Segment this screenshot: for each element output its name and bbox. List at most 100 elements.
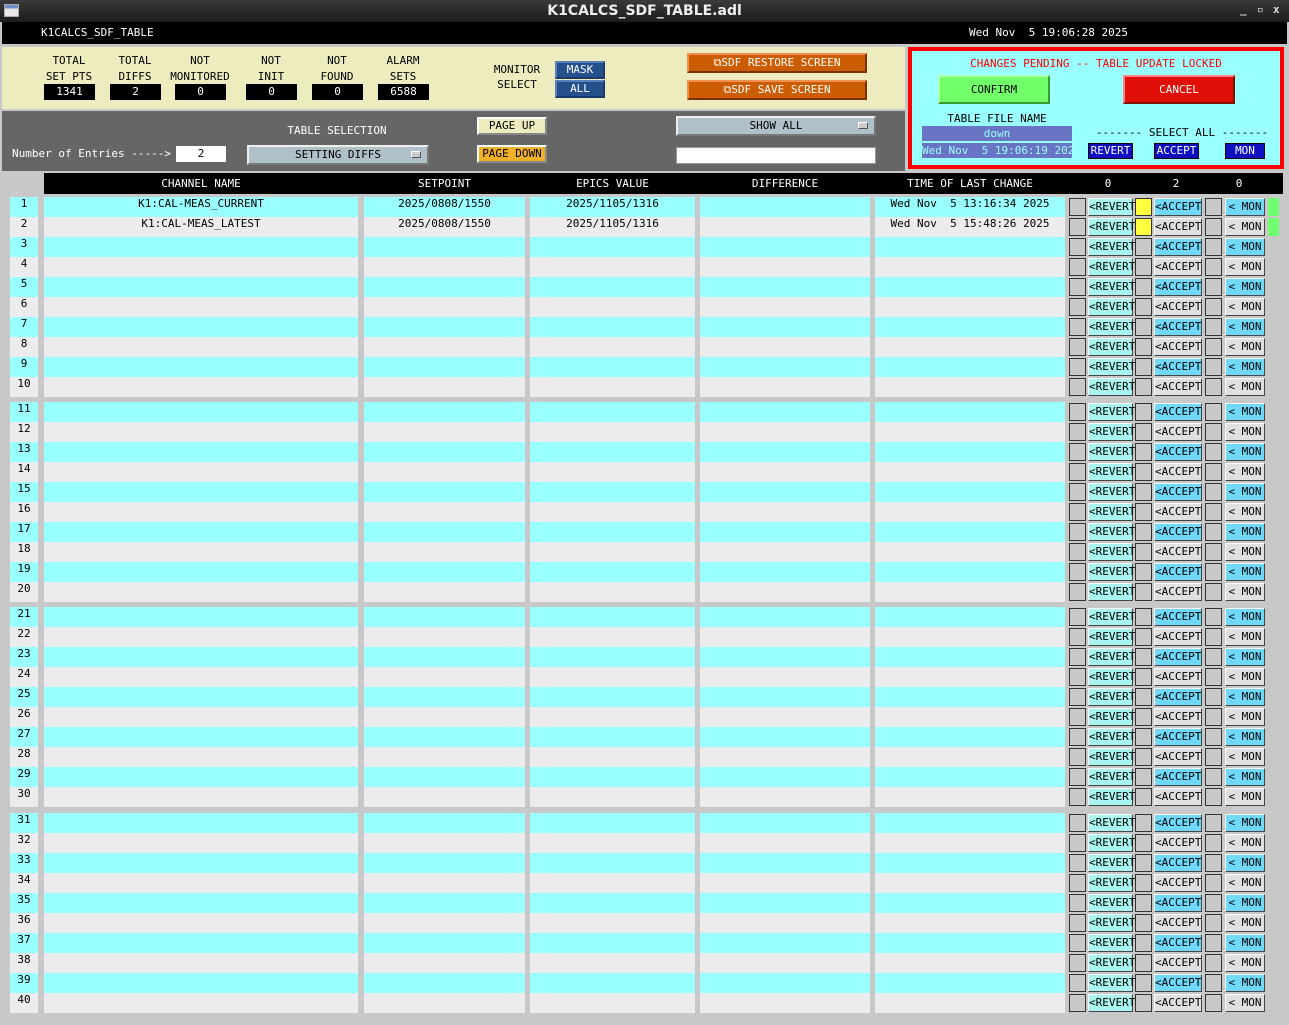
revert-checkbox[interactable] — [1069, 954, 1086, 972]
revert-button[interactable]: <REVERT — [1088, 378, 1135, 396]
revert-checkbox[interactable] — [1069, 403, 1086, 421]
revert-checkbox[interactable] — [1069, 788, 1086, 806]
accept-checkbox[interactable] — [1135, 974, 1152, 992]
accept-button[interactable]: <ACCEPT — [1154, 278, 1202, 296]
accept-button[interactable]: <ACCEPT — [1154, 894, 1202, 912]
revert-checkbox[interactable] — [1069, 443, 1086, 461]
mon-checkbox[interactable] — [1205, 814, 1222, 832]
mon-button[interactable]: < MON — [1225, 834, 1265, 852]
accept-button[interactable]: <ACCEPT — [1154, 688, 1202, 706]
accept-button[interactable]: <ACCEPT — [1154, 814, 1202, 832]
revert-button[interactable]: <REVERT — [1088, 583, 1135, 601]
revert-button[interactable]: <REVERT — [1088, 708, 1135, 726]
mon-button[interactable]: < MON — [1225, 218, 1265, 236]
revert-button[interactable]: <REVERT — [1088, 748, 1135, 766]
accept-button[interactable]: <ACCEPT — [1154, 298, 1202, 316]
mon-button[interactable]: < MON — [1225, 358, 1265, 376]
revert-button[interactable]: <REVERT — [1088, 443, 1135, 461]
revert-button[interactable]: <REVERT — [1088, 298, 1135, 316]
accept-button[interactable]: <ACCEPT — [1154, 563, 1202, 581]
mon-button[interactable]: < MON — [1225, 403, 1265, 421]
mon-checkbox[interactable] — [1205, 583, 1222, 601]
accept-button[interactable]: <ACCEPT — [1154, 463, 1202, 481]
revert-button[interactable]: <REVERT — [1088, 788, 1135, 806]
revert-checkbox[interactable] — [1069, 728, 1086, 746]
mon-checkbox[interactable] — [1205, 934, 1222, 952]
mon-checkbox[interactable] — [1205, 854, 1222, 872]
accept-checkbox[interactable] — [1135, 954, 1152, 972]
revert-checkbox[interactable] — [1069, 258, 1086, 276]
minimize-button[interactable]: _ — [1240, 3, 1247, 16]
accept-button[interactable]: <ACCEPT — [1154, 708, 1202, 726]
mon-button[interactable]: < MON — [1225, 583, 1265, 601]
page-up-button[interactable]: PAGE UP — [477, 117, 547, 135]
revert-button[interactable]: <REVERT — [1088, 834, 1135, 852]
accept-button[interactable]: <ACCEPT — [1154, 768, 1202, 786]
text-input[interactable] — [676, 147, 876, 164]
mon-button[interactable]: < MON — [1225, 974, 1265, 992]
table-selection-menu[interactable]: SETTING DIFFS — [247, 145, 429, 165]
accept-button[interactable]: <ACCEPT — [1154, 198, 1202, 216]
revert-button[interactable]: <REVERT — [1088, 668, 1135, 686]
mon-checkbox[interactable] — [1205, 708, 1222, 726]
revert-button[interactable]: <REVERT — [1088, 854, 1135, 872]
revert-checkbox[interactable] — [1069, 874, 1086, 892]
revert-checkbox[interactable] — [1069, 648, 1086, 666]
revert-button[interactable]: <REVERT — [1088, 608, 1135, 626]
mon-button[interactable]: < MON — [1225, 238, 1265, 256]
mon-button[interactable]: < MON — [1225, 298, 1265, 316]
mon-checkbox[interactable] — [1205, 974, 1222, 992]
revert-checkbox[interactable] — [1069, 563, 1086, 581]
revert-button[interactable]: <REVERT — [1088, 894, 1135, 912]
accept-button[interactable]: <ACCEPT — [1154, 628, 1202, 646]
revert-button[interactable]: <REVERT — [1088, 814, 1135, 832]
mon-button[interactable]: < MON — [1225, 788, 1265, 806]
mask-button[interactable]: MASK — [555, 61, 605, 79]
all-button[interactable]: ALL — [555, 80, 605, 98]
revert-checkbox[interactable] — [1069, 628, 1086, 646]
accept-checkbox[interactable] — [1135, 258, 1152, 276]
revert-checkbox[interactable] — [1069, 378, 1086, 396]
mon-checkbox[interactable] — [1205, 748, 1222, 766]
mon-button[interactable]: < MON — [1225, 378, 1265, 396]
mon-button[interactable]: < MON — [1225, 954, 1265, 972]
accept-button[interactable]: <ACCEPT — [1154, 788, 1202, 806]
mon-checkbox[interactable] — [1205, 358, 1222, 376]
mon-button[interactable]: < MON — [1225, 563, 1265, 581]
sdf-restore-screen-button[interactable]: ⧉SDF RESTORE SCREEN — [687, 53, 867, 73]
accept-button[interactable]: <ACCEPT — [1154, 218, 1202, 236]
revert-button[interactable]: <REVERT — [1088, 503, 1135, 521]
accept-button[interactable]: <ACCEPT — [1154, 238, 1202, 256]
accept-button[interactable]: <ACCEPT — [1154, 728, 1202, 746]
mon-button[interactable]: < MON — [1225, 608, 1265, 626]
accept-button[interactable]: <ACCEPT — [1154, 318, 1202, 336]
confirm-button[interactable]: CONFIRM — [938, 75, 1050, 104]
mon-checkbox[interactable] — [1205, 608, 1222, 626]
accept-checkbox[interactable] — [1135, 543, 1152, 561]
accept-button[interactable]: <ACCEPT — [1154, 748, 1202, 766]
select-all-accept-button[interactable]: ACCEPT — [1154, 143, 1199, 159]
mon-button[interactable]: < MON — [1225, 338, 1265, 356]
accept-checkbox[interactable] — [1135, 523, 1152, 541]
accept-checkbox[interactable] — [1135, 994, 1152, 1012]
revert-button[interactable]: <REVERT — [1088, 483, 1135, 501]
revert-button[interactable]: <REVERT — [1088, 338, 1135, 356]
mon-button[interactable]: < MON — [1225, 278, 1265, 296]
revert-button[interactable]: <REVERT — [1088, 238, 1135, 256]
revert-checkbox[interactable] — [1069, 338, 1086, 356]
accept-button[interactable]: <ACCEPT — [1154, 954, 1202, 972]
mon-checkbox[interactable] — [1205, 238, 1222, 256]
mon-checkbox[interactable] — [1205, 668, 1222, 686]
mon-checkbox[interactable] — [1205, 443, 1222, 461]
mon-button[interactable]: < MON — [1225, 668, 1265, 686]
show-all-menu[interactable]: SHOW ALL — [676, 116, 876, 136]
accept-checkbox[interactable] — [1135, 378, 1152, 396]
mon-button[interactable]: < MON — [1225, 874, 1265, 892]
mon-button[interactable]: < MON — [1225, 318, 1265, 336]
mon-button[interactable]: < MON — [1225, 934, 1265, 952]
mon-checkbox[interactable] — [1205, 914, 1222, 932]
accept-button[interactable]: <ACCEPT — [1154, 403, 1202, 421]
mon-checkbox[interactable] — [1205, 728, 1222, 746]
mon-checkbox[interactable] — [1205, 994, 1222, 1012]
revert-button[interactable]: <REVERT — [1088, 728, 1135, 746]
